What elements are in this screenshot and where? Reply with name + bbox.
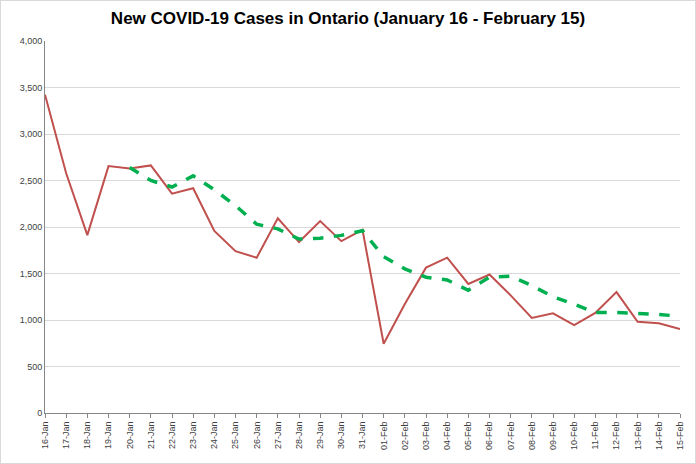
svg-text:17-Jan: 17-Jan xyxy=(61,422,71,450)
svg-text:New COVID-19 Cases in Ontario: New COVID-19 Cases in Ontario (January 1… xyxy=(111,9,585,28)
svg-text:18-Jan: 18-Jan xyxy=(82,422,92,450)
svg-text:1,000: 1,000 xyxy=(20,315,43,325)
svg-text:30-Jan: 30-Jan xyxy=(336,422,346,450)
svg-text:13-Feb: 13-Feb xyxy=(633,422,643,451)
svg-text:26-Jan: 26-Jan xyxy=(252,422,262,450)
svg-text:28-Jan: 28-Jan xyxy=(294,422,304,450)
svg-text:3,000: 3,000 xyxy=(20,129,43,139)
svg-text:22-Jan: 22-Jan xyxy=(167,422,177,450)
svg-text:31-Jan: 31-Jan xyxy=(357,422,367,450)
svg-text:1,500: 1,500 xyxy=(20,269,43,279)
svg-text:20-Jan: 20-Jan xyxy=(125,422,135,450)
svg-text:02-Feb: 02-Feb xyxy=(400,422,410,451)
svg-text:01-Feb: 01-Feb xyxy=(379,422,389,451)
svg-text:05-Feb: 05-Feb xyxy=(463,422,473,451)
svg-text:07-Feb: 07-Feb xyxy=(506,422,516,451)
svg-text:3,500: 3,500 xyxy=(20,83,43,93)
svg-text:4,000: 4,000 xyxy=(20,36,43,46)
svg-text:27-Jan: 27-Jan xyxy=(273,422,283,450)
svg-text:12-Feb: 12-Feb xyxy=(611,422,621,451)
svg-text:04-Feb: 04-Feb xyxy=(442,422,452,451)
svg-text:10-Feb: 10-Feb xyxy=(569,422,579,451)
svg-text:11-Feb: 11-Feb xyxy=(590,422,600,450)
svg-text:23-Jan: 23-Jan xyxy=(188,422,198,450)
svg-text:21-Jan: 21-Jan xyxy=(146,422,156,450)
svg-text:03-Feb: 03-Feb xyxy=(421,422,431,451)
svg-text:08-Feb: 08-Feb xyxy=(527,422,537,451)
svg-text:19-Jan: 19-Jan xyxy=(103,422,113,450)
svg-text:09-Feb: 09-Feb xyxy=(548,422,558,451)
svg-text:14-Feb: 14-Feb xyxy=(654,422,664,451)
svg-text:29-Jan: 29-Jan xyxy=(315,422,325,450)
svg-text:0: 0 xyxy=(37,408,42,418)
svg-text:16-Jan: 16-Jan xyxy=(40,422,50,450)
svg-text:24-Jan: 24-Jan xyxy=(209,422,219,450)
svg-text:25-Jan: 25-Jan xyxy=(230,422,240,450)
svg-text:06-Feb: 06-Feb xyxy=(484,422,494,451)
svg-text:500: 500 xyxy=(27,362,42,372)
svg-text:2,500: 2,500 xyxy=(20,176,43,186)
svg-text:2,000: 2,000 xyxy=(20,222,43,232)
svg-text:15-Feb: 15-Feb xyxy=(675,422,685,451)
